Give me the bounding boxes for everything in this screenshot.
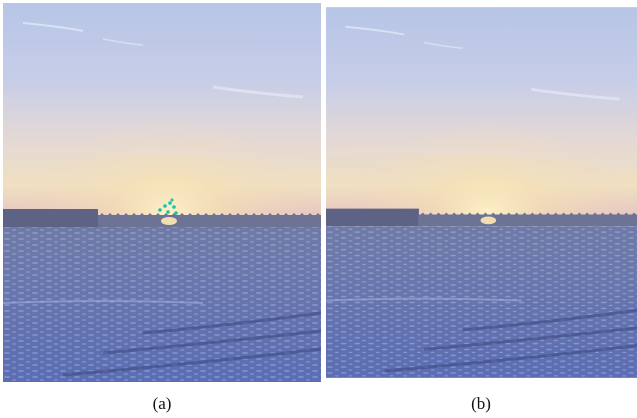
figure: (a) (b) — [0, 0, 637, 418]
image-b — [326, 7, 637, 378]
caption: (a) — [153, 394, 172, 413]
caption: (b) — [471, 394, 491, 413]
image-a — [3, 3, 362, 382]
page: (a) (b) (() => { const data = JSON.parse… — [0, 0, 637, 418]
